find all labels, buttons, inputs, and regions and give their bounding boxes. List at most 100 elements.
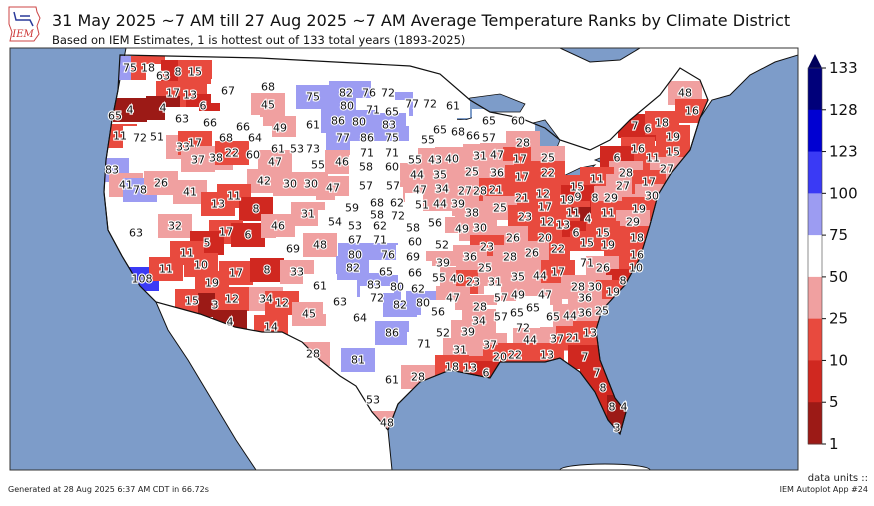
district-rank-label: 28 (571, 281, 585, 294)
district-rank-label: 62 (411, 283, 425, 296)
district-rank-label: 9 (575, 191, 582, 204)
district-rank-label: 28 (619, 167, 633, 180)
district-rank-label: 65 (433, 124, 447, 137)
district-rank-label: 8 (253, 203, 260, 216)
district-rank-label: 60 (408, 236, 422, 249)
district-rank-label: 31 (301, 208, 315, 221)
district-rank-label: 21 (489, 184, 503, 197)
district-rank-label: 71 (373, 234, 387, 247)
colorbar-tick-label: 50 (829, 268, 848, 286)
district-rank-label: 82 (346, 262, 360, 275)
district-rank-label: 13 (183, 89, 197, 102)
district-rank-label: 34 (259, 293, 273, 306)
district-rank-label: 86 (385, 327, 399, 340)
district-rank-label: 55 (311, 159, 325, 172)
district-rank-label: 45 (261, 99, 275, 112)
district-rank-label: 19 (560, 194, 574, 207)
district-rank-label: 28 (411, 371, 425, 384)
district-rank-label: 11 (113, 130, 127, 143)
district-rank-label: 23 (518, 211, 532, 224)
district-rank-label: 80 (416, 297, 430, 310)
district-rank-label: 49 (455, 223, 469, 236)
district-rank-label: 16 (631, 143, 645, 156)
district-rank-label: 37 (191, 154, 205, 167)
district-fill (343, 306, 377, 330)
district-rank-label: 60 (246, 149, 260, 162)
district-rank-label: 72 (516, 322, 530, 335)
district-rank-label: 30 (283, 178, 297, 191)
district-rank-label: 75 (385, 132, 399, 145)
district-rank-label: 6 (573, 227, 580, 240)
district-rank-label: 13 (583, 327, 597, 340)
district-rank-label: 11 (227, 190, 241, 203)
district-rank-label: 30 (473, 222, 487, 235)
district-rank-label: 6 (645, 123, 652, 136)
district-rank-label: 30 (645, 190, 659, 203)
colorbar-tick-label: 128 (829, 101, 858, 119)
colorbar-tick-label: 25 (829, 310, 848, 328)
district-rank-label: 25 (493, 202, 507, 215)
district-rank-label: 27 (458, 185, 472, 198)
district-rank-label: 52 (436, 327, 450, 340)
district-rank-label: 22 (508, 349, 522, 362)
district-rank-label: 55 (408, 154, 422, 167)
district-rank-label: 19 (632, 203, 646, 216)
district-rank-label: 28 (516, 137, 530, 150)
district-rank-label: 25 (541, 152, 555, 165)
colorbar-bin (808, 151, 822, 194)
colorbar-bin (808, 318, 822, 361)
district-rank-label: 27 (660, 163, 674, 176)
district-rank-label: 32 (168, 220, 182, 233)
district-fill (215, 141, 249, 165)
district-rank-label: 81 (351, 354, 365, 367)
district-rank-label: 68 (219, 132, 233, 145)
district-rank-label: 48 (380, 417, 394, 430)
colorbar-extend-arrow (808, 54, 822, 68)
district-rank-label: 63 (156, 70, 170, 83)
district-rank-label: 25 (465, 166, 479, 179)
district-rank-label: 48 (678, 87, 692, 100)
district-rank-label: 8 (592, 192, 599, 205)
district-rank-label: 17 (515, 171, 529, 184)
district-rank-label: 8 (175, 66, 182, 79)
district-rank-label: 16 (685, 105, 699, 118)
district-rank-label: 83 (382, 119, 396, 132)
district-rank-label: 66 (203, 117, 217, 130)
district-rank-label: 29 (626, 216, 640, 229)
district-fill (375, 321, 409, 345)
district-fill (531, 161, 565, 185)
district-rank-label: 17 (642, 176, 656, 189)
district-rank-label: 76 (381, 249, 395, 262)
district-rank-label: 18 (630, 232, 644, 245)
district-fill (144, 171, 178, 195)
district-rank-label: 29 (604, 192, 618, 205)
district-fill (149, 257, 183, 281)
district-rank-label: 17 (513, 153, 527, 166)
district-rank-label: 3 (614, 422, 621, 435)
district-rank-label: 46 (335, 156, 349, 169)
colorbar-tick-label: 75 (829, 226, 848, 244)
district-rank-label: 71 (385, 147, 399, 160)
district-rank-label: 38 (209, 152, 223, 165)
map-frame (9, 47, 799, 471)
district-rank-label: 13 (211, 198, 225, 211)
district-rank-label: 38 (465, 207, 479, 220)
district-rank-label: 72 (391, 210, 405, 223)
district-fill (261, 214, 295, 238)
district-rank-label: 53 (290, 143, 304, 156)
generated-timestamp: Generated at 28 Aug 2025 6:37 AM CDT in … (8, 485, 209, 494)
district-rank-label: 61 (446, 100, 460, 113)
district-rank-label: 15 (570, 181, 584, 194)
district-rank-label: 65 (546, 311, 560, 324)
district-rank-label: 44 (523, 334, 537, 347)
district-rank-label: 39 (451, 198, 465, 211)
district-fill (421, 300, 455, 324)
district-rank-label: 67 (221, 85, 235, 98)
district-rank-label: 47 (446, 292, 460, 305)
district-rank-label: 57 (359, 180, 373, 193)
district-rank-label: 33 (290, 266, 304, 279)
district-rank-label: 44 (433, 198, 447, 211)
district-rank-label: 86 (331, 115, 345, 128)
district-rank-label: 3 (212, 299, 219, 312)
